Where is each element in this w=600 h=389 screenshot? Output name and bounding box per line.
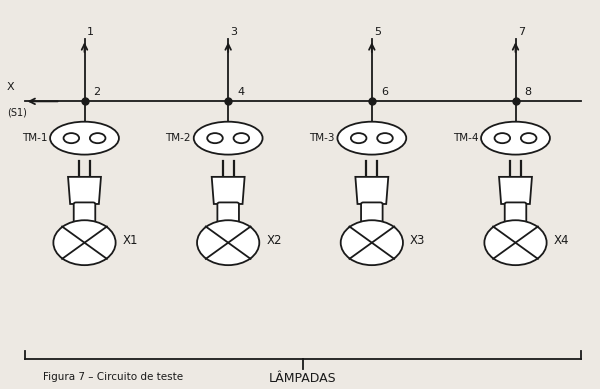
Text: TM-4: TM-4: [452, 133, 478, 143]
Text: LÂMPADAS: LÂMPADAS: [269, 371, 337, 385]
Text: TM-1: TM-1: [22, 133, 47, 143]
Text: 1: 1: [87, 28, 94, 37]
Text: 3: 3: [230, 28, 238, 37]
Ellipse shape: [484, 220, 547, 265]
Circle shape: [351, 133, 367, 143]
Polygon shape: [212, 177, 245, 204]
Circle shape: [233, 133, 249, 143]
FancyBboxPatch shape: [74, 202, 95, 223]
Ellipse shape: [53, 220, 116, 265]
Polygon shape: [68, 177, 101, 204]
Text: (S1): (S1): [7, 107, 26, 117]
Circle shape: [377, 133, 393, 143]
FancyBboxPatch shape: [217, 202, 239, 223]
FancyBboxPatch shape: [361, 202, 383, 223]
Text: 8: 8: [524, 88, 532, 98]
Ellipse shape: [481, 122, 550, 154]
Ellipse shape: [194, 122, 263, 154]
Circle shape: [64, 133, 79, 143]
Text: X2: X2: [266, 234, 282, 247]
Polygon shape: [499, 177, 532, 204]
Circle shape: [521, 133, 536, 143]
FancyBboxPatch shape: [505, 202, 526, 223]
Text: 4: 4: [237, 88, 244, 98]
Ellipse shape: [337, 122, 406, 154]
Text: TM-2: TM-2: [165, 133, 191, 143]
Text: X: X: [7, 82, 14, 92]
Text: 2: 2: [94, 88, 101, 98]
Polygon shape: [355, 177, 388, 204]
Ellipse shape: [197, 220, 259, 265]
Text: TM-3: TM-3: [309, 133, 334, 143]
Circle shape: [494, 133, 510, 143]
Text: X3: X3: [410, 234, 425, 247]
Text: 7: 7: [518, 28, 525, 37]
Text: X1: X1: [123, 234, 139, 247]
Ellipse shape: [50, 122, 119, 154]
Circle shape: [90, 133, 106, 143]
Text: X4: X4: [554, 234, 569, 247]
Text: 6: 6: [381, 88, 388, 98]
Circle shape: [207, 133, 223, 143]
Text: Figura 7 – Circuito de teste: Figura 7 – Circuito de teste: [43, 372, 183, 382]
Ellipse shape: [341, 220, 403, 265]
Text: 5: 5: [374, 28, 382, 37]
